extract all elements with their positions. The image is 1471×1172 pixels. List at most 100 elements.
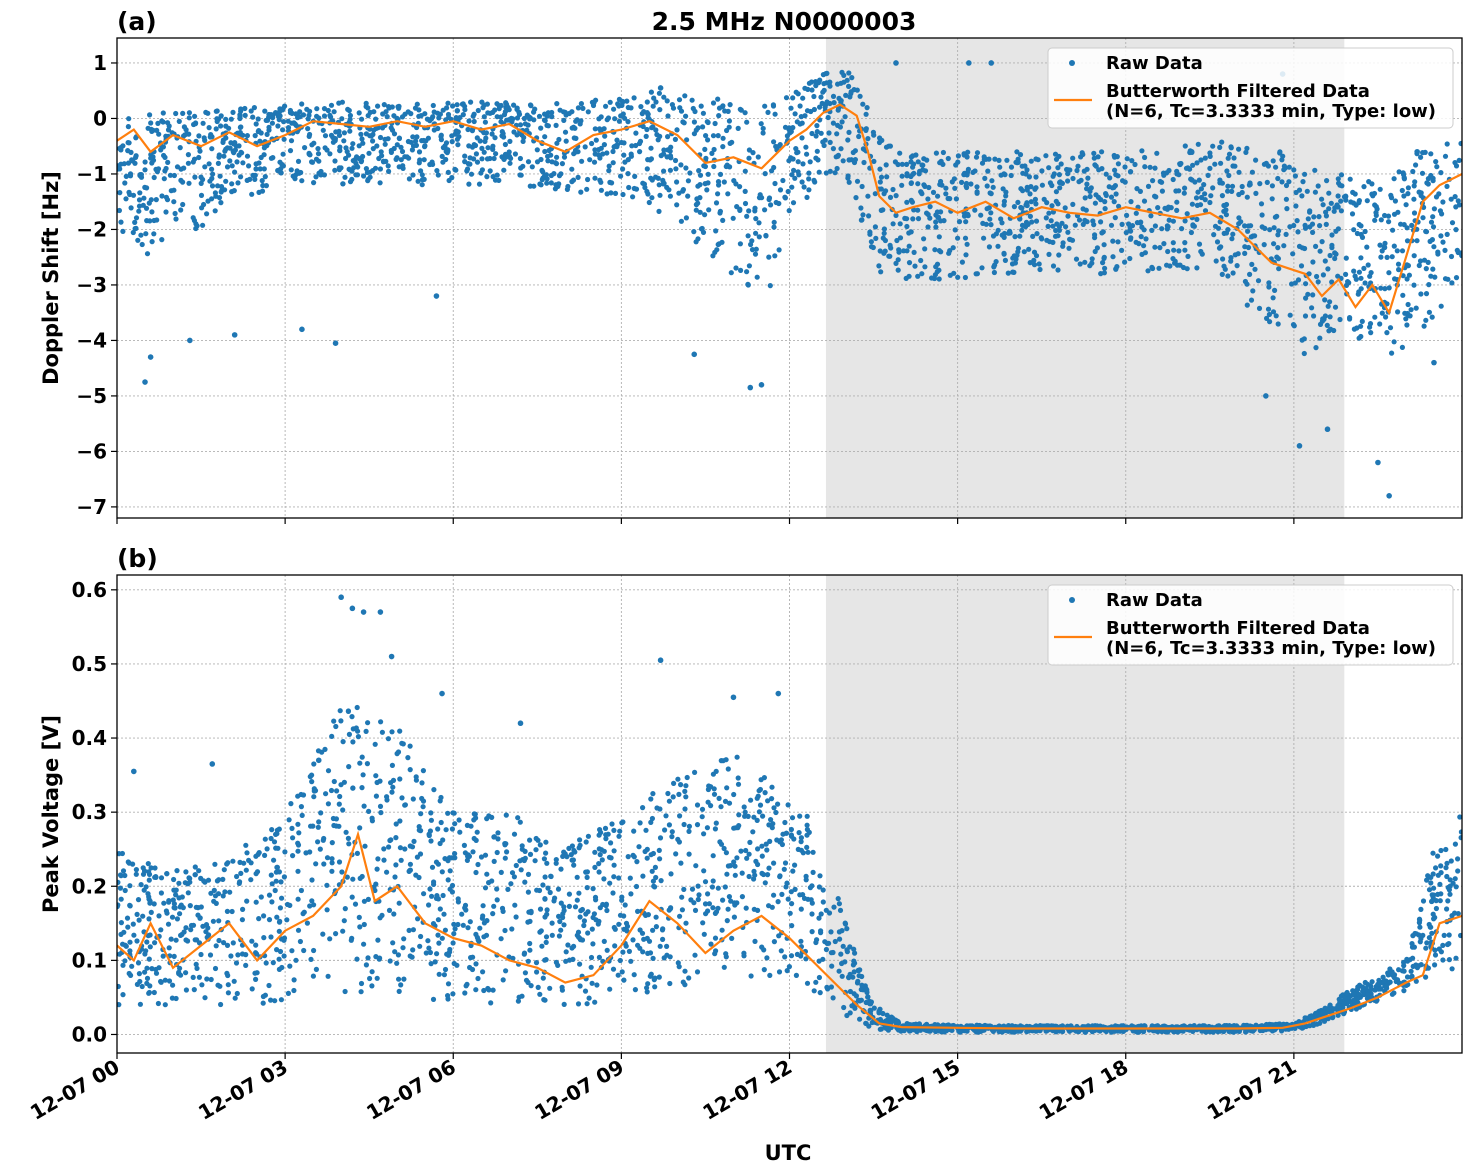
raw-data-point <box>563 949 569 955</box>
raw-data-point <box>333 931 339 937</box>
raw-data-point <box>859 183 865 190</box>
raw-data-point <box>548 873 554 880</box>
raw-data-point <box>1248 223 1254 229</box>
raw-data-point <box>396 988 402 995</box>
raw-data-point <box>1139 251 1145 257</box>
y-tick-label: 1 <box>93 51 107 75</box>
raw-data-point <box>915 207 921 213</box>
raw-data-point <box>206 161 212 167</box>
raw-data-point <box>1212 161 1218 167</box>
raw-data-point <box>964 241 970 247</box>
raw-data-point <box>353 172 359 178</box>
raw-data-point <box>901 1028 907 1034</box>
raw-data-point <box>366 150 372 156</box>
raw-data-point <box>935 193 941 199</box>
raw-data-point <box>1438 891 1444 897</box>
raw-data-point <box>1447 891 1453 897</box>
raw-data-point <box>647 950 654 956</box>
raw-data-point <box>849 1003 855 1009</box>
raw-data-point <box>445 981 452 987</box>
raw-data-point <box>284 917 290 923</box>
raw-data-point <box>450 991 456 997</box>
raw-data-point <box>933 264 939 270</box>
raw-data-point <box>580 105 586 111</box>
raw-data-point <box>761 947 767 953</box>
raw-data-point <box>1174 199 1180 205</box>
raw-data-point <box>215 891 222 897</box>
raw-data-point <box>264 131 270 137</box>
raw-data-point <box>417 943 423 949</box>
raw-data-point <box>853 993 860 999</box>
raw-data-point <box>159 237 165 243</box>
raw-data-point <box>534 159 541 165</box>
raw-data-point <box>315 824 321 830</box>
raw-data-point <box>1448 253 1455 260</box>
raw-data-point <box>451 960 457 967</box>
raw-data-point <box>926 184 932 191</box>
x-tick-label: 12-07 00 <box>26 1055 124 1125</box>
raw-data-point <box>1195 141 1201 147</box>
raw-data-point <box>933 150 940 156</box>
raw-data-point <box>701 831 707 837</box>
raw-data-point <box>832 938 838 945</box>
raw-data-point <box>394 751 400 757</box>
raw-data-point <box>221 867 227 873</box>
raw-data-point <box>1041 196 1047 202</box>
raw-data-point <box>143 231 149 237</box>
raw-data-point <box>1401 176 1407 182</box>
raw-data-point <box>1211 232 1217 238</box>
raw-data-point <box>809 87 815 93</box>
raw-data-point <box>261 913 267 919</box>
raw-data-point <box>370 146 376 152</box>
raw-data-point <box>1286 179 1292 185</box>
raw-data-point <box>612 926 618 932</box>
raw-data-point <box>667 167 674 173</box>
y-tick-label: 0.1 <box>72 948 107 972</box>
raw-data-point <box>401 936 407 942</box>
raw-data-point <box>887 253 893 259</box>
raw-data-point <box>575 174 581 180</box>
raw-data-point <box>1354 230 1360 237</box>
raw-data-point <box>677 813 683 819</box>
raw-data-point <box>1458 829 1462 835</box>
raw-data-point <box>399 148 406 155</box>
raw-data-point <box>249 938 255 944</box>
raw-data-point <box>1259 212 1265 218</box>
raw-data-point <box>510 955 516 961</box>
raw-data-point <box>1438 847 1444 854</box>
raw-data-point <box>705 799 711 805</box>
raw-data-point <box>724 785 730 791</box>
raw-data-point <box>147 112 153 118</box>
raw-data-point <box>827 139 833 145</box>
raw-data-point <box>800 161 806 167</box>
raw-data-point <box>749 247 756 253</box>
raw-data-point <box>350 739 356 745</box>
raw-data-point <box>153 197 159 203</box>
raw-data-point <box>382 141 388 147</box>
raw-data-point <box>572 147 579 154</box>
raw-data-point <box>671 780 677 787</box>
raw-data-point <box>632 987 639 993</box>
raw-data-point <box>410 172 416 178</box>
raw-data-point <box>363 166 369 172</box>
raw-data-point <box>841 1004 847 1011</box>
raw-data-point <box>1252 233 1258 239</box>
raw-data-point <box>756 220 762 226</box>
raw-data-point <box>664 943 670 950</box>
raw-data-point <box>380 159 387 165</box>
raw-data-point <box>641 936 647 942</box>
raw-data-point <box>725 766 731 772</box>
raw-data-point <box>1303 295 1309 301</box>
raw-data-point <box>193 221 199 227</box>
raw-data-point <box>384 794 390 800</box>
raw-data-point <box>693 863 699 869</box>
raw-data-point <box>1143 236 1149 242</box>
raw-data-point <box>574 874 580 880</box>
raw-data-point <box>1138 234 1144 240</box>
raw-data-point <box>1214 239 1221 245</box>
raw-data-point <box>1165 204 1172 210</box>
raw-data-point <box>1405 301 1411 308</box>
raw-data-point <box>786 964 793 970</box>
raw-data-point <box>582 988 589 994</box>
raw-data-point <box>776 247 782 253</box>
